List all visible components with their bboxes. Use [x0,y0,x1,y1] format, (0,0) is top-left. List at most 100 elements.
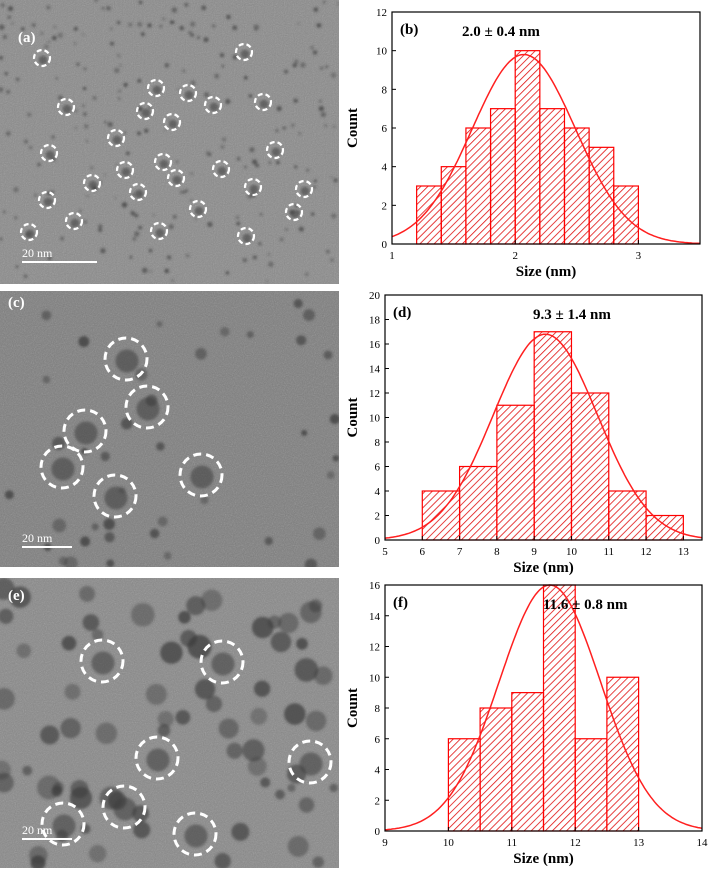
y-tick-label: 4 [375,765,381,777]
y-tick-label: 0 [382,239,388,251]
x-tick-label: 10 [443,837,455,849]
tem-particle [190,465,214,489]
y-tick-label: 12 [369,642,380,654]
tem-image-a: (a) 20 nm [0,0,339,284]
y-tick-label: 12 [376,7,387,19]
x-tick-label: 6 [420,546,426,558]
x-tick-label: 9 [382,837,388,849]
tem-particle [45,150,55,160]
tem-particle [70,218,80,228]
x-tick-label: 11 [507,837,518,849]
particle-marker-circle [103,336,149,382]
tem-image-e: (e) 20 nm [0,578,339,868]
particle-marker-circle [39,143,59,163]
particle-marker-circle [106,128,126,148]
panel-label: (e) [8,588,25,604]
tem-particle [146,748,170,772]
tem-particle [141,108,151,118]
y-tick-label: 0 [375,535,381,547]
particle-marker-circle [149,221,169,241]
x-tick-label: 11 [603,546,614,558]
x-tick-label: 10 [566,546,578,558]
y-tick-label: 2 [375,795,381,807]
x-tick-label: 9 [531,546,537,558]
histogram-svg-f: 0 2 4 6 8 10 12 14 16 9 10 11 12 13 14 Size (nm) Count (f… [345,580,708,867]
y-tick-label: 6 [375,462,381,474]
histogram-bar [421,490,461,541]
tem-particle [209,102,219,112]
particle-marker-circle [153,152,173,172]
tem-particle [194,206,204,216]
tem-particle [91,651,115,675]
panel-label: (a) [18,30,36,46]
particle-marker-circle [115,160,135,180]
histogram-bar [416,185,442,245]
x-tick-label: 14 [697,837,708,849]
histogram-b: 0 2 4 6 8 10 12 1 2 3 Size (nm) Count (b) 2.0 ± 0.4 n… [345,0,708,288]
gaussian-fit-line [384,333,703,539]
x-tick-label: 13 [678,546,690,558]
particle-marker-circle [19,222,39,242]
tem-particle [43,197,53,207]
histogram-bar [496,404,535,541]
x-tick-label: 5 [382,546,388,558]
histogram-svg-d: 0 2 4 6 8 10 12 14 16 18 20 5 6 7 8 9 10 11 12 13 Size (nm) C… [345,290,703,576]
x-tick-label: 1 [389,250,395,262]
x-axis-label: Size (nm) [513,560,573,576]
tem-particle [290,209,300,219]
particle-marker-circle [172,811,218,857]
x-tick-label: 12 [641,546,652,558]
particle-marker-circle [101,784,147,830]
particle-marker-circle [64,211,84,231]
particle-marker-circle [166,168,186,188]
panel-label: (c) [8,295,25,311]
tem-image-c: (c) 20 nm [0,291,339,567]
tem-particle [184,824,208,848]
y-tick-label: 10 [369,413,381,425]
particle-marker-circle [39,444,85,490]
chart-panel-label: (f) [393,595,408,611]
particle-marker-circle [287,739,333,785]
y-tick-label: 14 [369,611,381,623]
tem-particle [271,147,281,157]
histogram-bar [458,465,498,541]
y-tick-label: 20 [369,290,381,302]
y-tick-label: 4 [375,486,381,498]
tem-particle [136,397,160,421]
particle-marker-circle [92,473,138,519]
tem-particle [74,421,98,445]
histogram-bar [606,676,640,832]
y-axis-label: Count [345,108,361,148]
tem-particle [38,55,48,65]
histogram-bar [440,166,467,245]
particle-marker-circle [82,173,102,193]
tem-particle [52,814,76,838]
particle-marker-circle [56,97,76,117]
tem-particle [88,180,98,190]
particle-marker-circle [243,177,263,197]
mean-size-annotation: 2.0 ± 0.4 nm [462,24,540,40]
tem-particle [211,652,235,676]
histogram-bar [533,331,573,541]
histogram-bar [563,127,590,245]
histogram-bar [514,50,541,245]
tem-particle [299,752,323,776]
tem-particle [184,90,194,100]
y-axis-label: Count [345,688,361,728]
particle-marker-circle [146,78,166,98]
tem-particle [115,349,139,373]
particle-marker-circle [234,42,254,62]
tem-particle [259,99,269,109]
y-tick-label: 4 [382,162,388,174]
gaussian-fit-line [391,53,701,245]
x-tick-label: 8 [494,546,500,558]
y-tick-label: 2 [375,511,381,523]
tem-particle [152,85,162,95]
histogram-bar [570,392,610,541]
y-tick-label: 14 [369,364,381,376]
particle-marker-circle [294,179,314,199]
scale-bar-label: 20 nm [22,246,53,260]
histogram-bar [465,127,492,245]
tem-noise [0,291,339,567]
